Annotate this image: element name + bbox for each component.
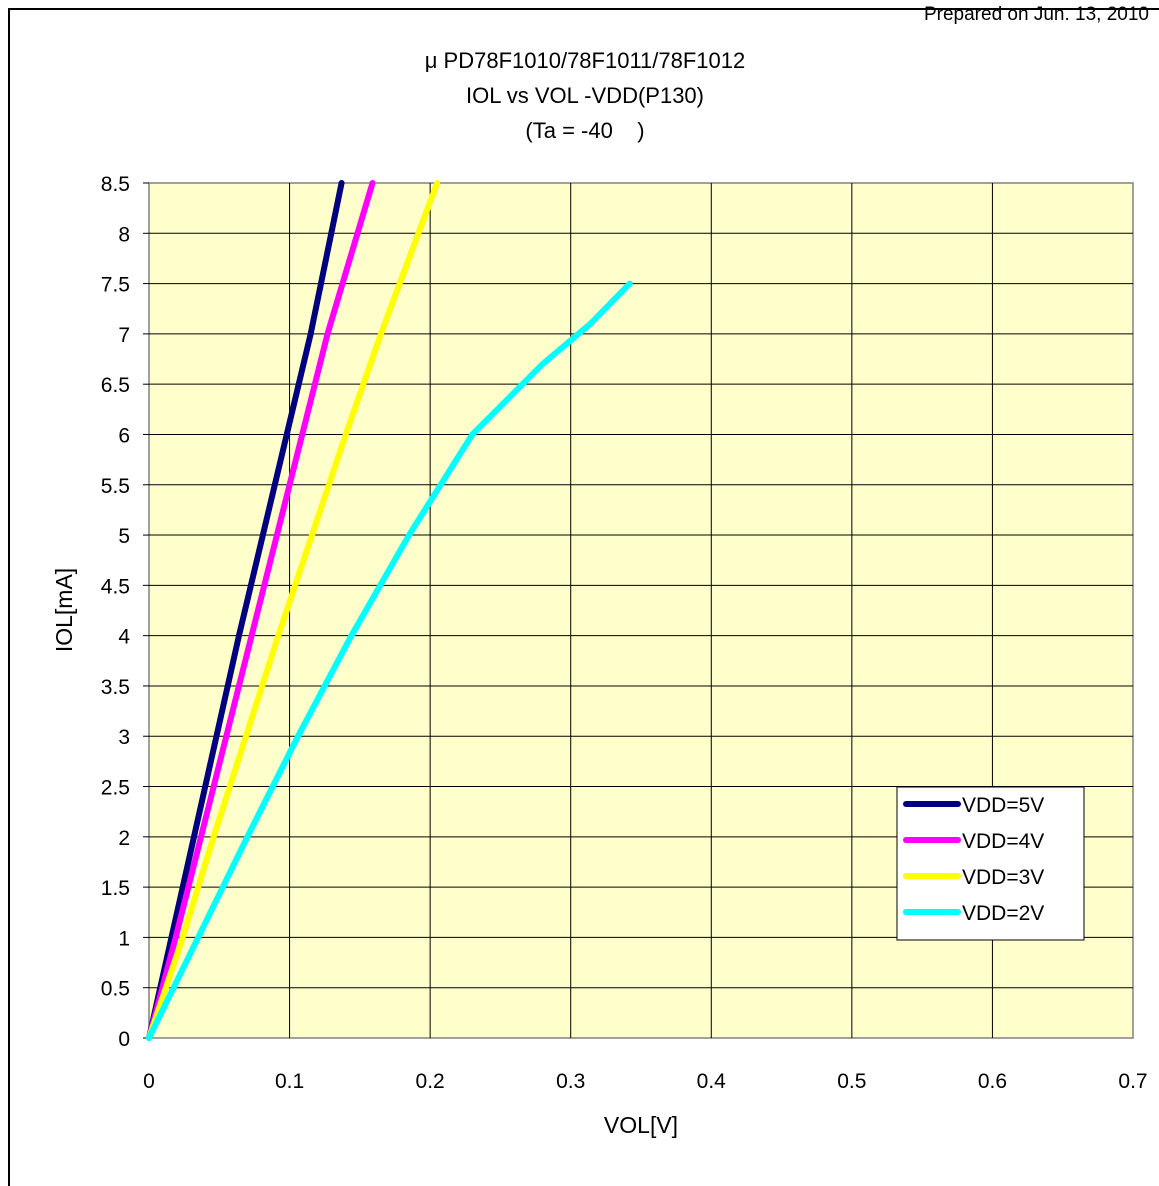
y-tick-label: 0.5 (101, 978, 130, 1001)
chart-title-line-3: (Ta = -40 ) (525, 118, 644, 143)
x-tick-label: 0.1 (275, 1070, 304, 1093)
y-tick-label: 4 (118, 626, 130, 649)
legend-label: VDD=4V (962, 830, 1044, 853)
prepared-date: Prepared on Jun. 13, 2010 (923, 4, 1149, 25)
y-tick-label: 1.5 (101, 877, 130, 900)
series-line (146, 180, 376, 1041)
x-tick-label: 0 (143, 1070, 155, 1093)
y-tick-label: 5 (118, 525, 130, 548)
y-tick-label: 1 (118, 927, 130, 950)
x-tick-label: 0.7 (1118, 1070, 1147, 1093)
x-tick-label: 0.6 (978, 1070, 1007, 1093)
y-tick-label: 6.5 (101, 374, 130, 397)
y-tick-label: 8.5 (101, 173, 130, 196)
y-tick-label: 3.5 (101, 676, 130, 699)
chart-title-line-1: μ PD78F1010/78F1011/78F1012 (425, 48, 746, 73)
y-tick-label: 7.5 (101, 274, 130, 297)
y-tick-label: 2 (118, 827, 130, 850)
series-line (146, 180, 441, 1041)
y-tick-label: 4.5 (101, 575, 130, 598)
legend: VDD=5V VDD=4V VDD=3V VDD=2V (896, 786, 1085, 941)
chart-title-line-2: IOL vs VOL -VDD(P130) (466, 83, 704, 108)
x-tick-label: 0.2 (416, 1070, 445, 1093)
y-tick-label: 3 (118, 726, 130, 749)
y-tick-label: 0 (118, 1028, 130, 1051)
series-line (146, 280, 633, 1041)
y-tick-label: 8 (118, 223, 130, 246)
legend-label: VDD=2V (962, 902, 1044, 925)
x-tick-label: 0.4 (697, 1070, 727, 1093)
y-tick-label: 6 (118, 424, 130, 447)
y-tick-label: 5.5 (101, 475, 130, 498)
x-axis-label: VOL[V] (604, 1112, 678, 1138)
y-axis-label: IOL[mA] (51, 568, 77, 652)
chart-frame: Prepared on Jun. 13, 2010 (8, 4, 1159, 1186)
x-tick-label: 0.5 (837, 1070, 866, 1093)
series-line (146, 180, 345, 1041)
legend-label: VDD=5V (962, 794, 1044, 817)
x-tick-label: 0.3 (556, 1070, 585, 1093)
series (146, 180, 633, 1041)
ticks: 0 0.1 0.2 0.3 0.4 0.5 0.6 0.7 0 0.5 1 1.5 2 2.5 3 3.5 4 4… (101, 173, 1148, 1093)
y-tick-label: 2.5 (101, 777, 130, 800)
legend-label: VDD=3V (962, 866, 1044, 889)
y-tick-label: 7 (118, 324, 130, 347)
